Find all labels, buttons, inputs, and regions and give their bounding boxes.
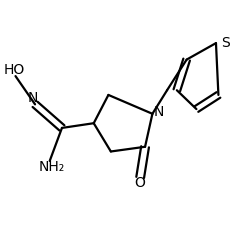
Text: N: N bbox=[154, 105, 164, 119]
Text: O: O bbox=[135, 176, 146, 190]
Text: S: S bbox=[221, 36, 230, 50]
Text: HO: HO bbox=[4, 63, 25, 77]
Text: N: N bbox=[27, 91, 38, 105]
Text: NH₂: NH₂ bbox=[39, 160, 65, 174]
